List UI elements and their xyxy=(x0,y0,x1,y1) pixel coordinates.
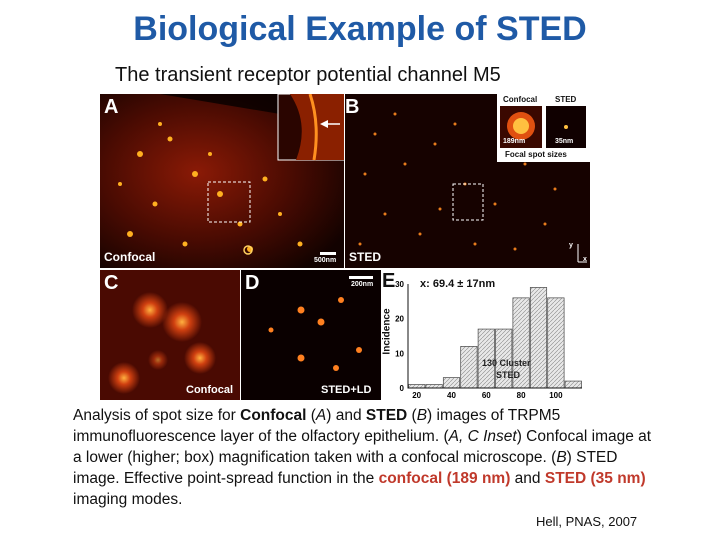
figure-caption: Analysis of spot size for Confocal (A) a… xyxy=(73,405,663,510)
panel-e-histogram: 0 10 20 30 20 40 60 80 100 E x: 69.4 ± 17nm 130 … xyxy=(382,270,592,402)
inset-sted-size: 35nm xyxy=(555,138,574,145)
caption-confocal-psf: confocal (189 nm) xyxy=(378,470,511,487)
histogram-bar xyxy=(425,384,443,389)
caption-ref: B xyxy=(556,449,567,466)
caption-ref: A, C Inset xyxy=(448,428,517,445)
caption-text: ( xyxy=(306,407,316,424)
caption-text: ) images of TRPM5 immunofluorescence lay… xyxy=(73,407,561,445)
caption-text: and xyxy=(510,470,545,487)
caption-text: ) STED image. Effective point-spread fun… xyxy=(73,449,618,487)
axis-x-label: x xyxy=(583,256,587,263)
panel-d-mode-label: STED+LD xyxy=(321,384,372,396)
histogram-axes xyxy=(407,284,582,389)
caption-ref: B xyxy=(416,407,428,424)
histogram-y-tick: 30 xyxy=(395,280,404,289)
panel-e-letter: E xyxy=(382,270,396,292)
slide-subtitle: The transient receptor potential channel… xyxy=(115,64,501,86)
panel-d-micrograph xyxy=(241,270,381,400)
panel-c-mode-label: Confocal xyxy=(186,384,234,396)
caption-text: ( xyxy=(407,407,417,424)
histogram-bar xyxy=(442,377,461,389)
slide-title: Biological Example of STED xyxy=(133,10,587,48)
histogram-x-tick: 100 xyxy=(549,391,563,400)
caption-confocal: Confocal xyxy=(240,407,307,424)
inset-confocal-size: 189nm xyxy=(503,138,526,145)
panel-a-micrograph xyxy=(100,94,344,268)
histogram-bar xyxy=(547,297,565,389)
histogram-y-tick: 10 xyxy=(395,349,404,358)
panel-c-letter: C xyxy=(104,272,119,294)
histogram-y-tick: 0 xyxy=(400,384,405,393)
inset-confocal-label: Confocal xyxy=(503,95,538,104)
panel-d-scale-bar-label: 200nm xyxy=(351,281,374,288)
histogram-bar xyxy=(408,384,426,389)
panel-b-sted-image: B STED Confocal STED 189nm 35nm Focal sp… xyxy=(345,94,590,268)
caption-text: ) and xyxy=(326,407,366,424)
histogram-x-tick: 20 xyxy=(412,391,421,400)
caption-text: ) Confocal image at a lower (higher; box… xyxy=(73,428,652,466)
histogram-chart: 0 10 20 30 20 40 60 80 100 xyxy=(395,280,582,400)
histogram-x-tick: 80 xyxy=(517,391,526,400)
panel-b-micrograph xyxy=(345,94,590,268)
panel-c-confocal-zoom: C Confocal xyxy=(100,270,240,400)
caption-sted-psf: STED (35 nm) xyxy=(544,470,646,487)
caption-sted: STED xyxy=(365,407,408,424)
histogram-y-tick: 20 xyxy=(395,315,404,324)
histogram-bar xyxy=(529,287,548,389)
histogram-y-axis-label: Incidence xyxy=(382,308,393,355)
histogram-inner-label-line2: STED xyxy=(496,370,521,380)
panel-d-sted-ld-zoom: D 200nm STED+LD xyxy=(241,270,381,400)
histogram-x-tick: 40 xyxy=(447,391,456,400)
histogram-bar xyxy=(460,346,478,389)
panel-a-mode-label: Confocal xyxy=(104,250,156,264)
panel-d-letter: D xyxy=(245,272,260,294)
histogram-x-tick: 60 xyxy=(482,391,491,400)
panel-c-micrograph xyxy=(100,270,240,400)
panel-a-letter: A xyxy=(104,96,119,118)
caption-text: imaging modes. xyxy=(73,491,183,508)
caption-text: Analysis of spot size for xyxy=(73,407,241,424)
citation: Hell, PNAS, 2007 xyxy=(536,514,638,529)
panel-b-letter: B xyxy=(345,96,360,118)
inset-sted-label: STED xyxy=(555,95,577,104)
panel-a-scale-bar-label: 500nm xyxy=(314,257,337,264)
caption-ref: A xyxy=(315,407,327,424)
axis-y-label: y xyxy=(569,242,573,249)
inset-caption: Focal spot sizes xyxy=(505,150,567,159)
histogram-annotation: x: 69.4 ± 17nm xyxy=(420,278,496,290)
histogram-inner-label-line1: 130 Cluster xyxy=(482,358,531,368)
panel-a-confocal-image: A Confocal 500nm xyxy=(100,94,344,268)
panel-b-mode-label: STED xyxy=(349,250,382,264)
histogram-bar xyxy=(564,380,582,389)
